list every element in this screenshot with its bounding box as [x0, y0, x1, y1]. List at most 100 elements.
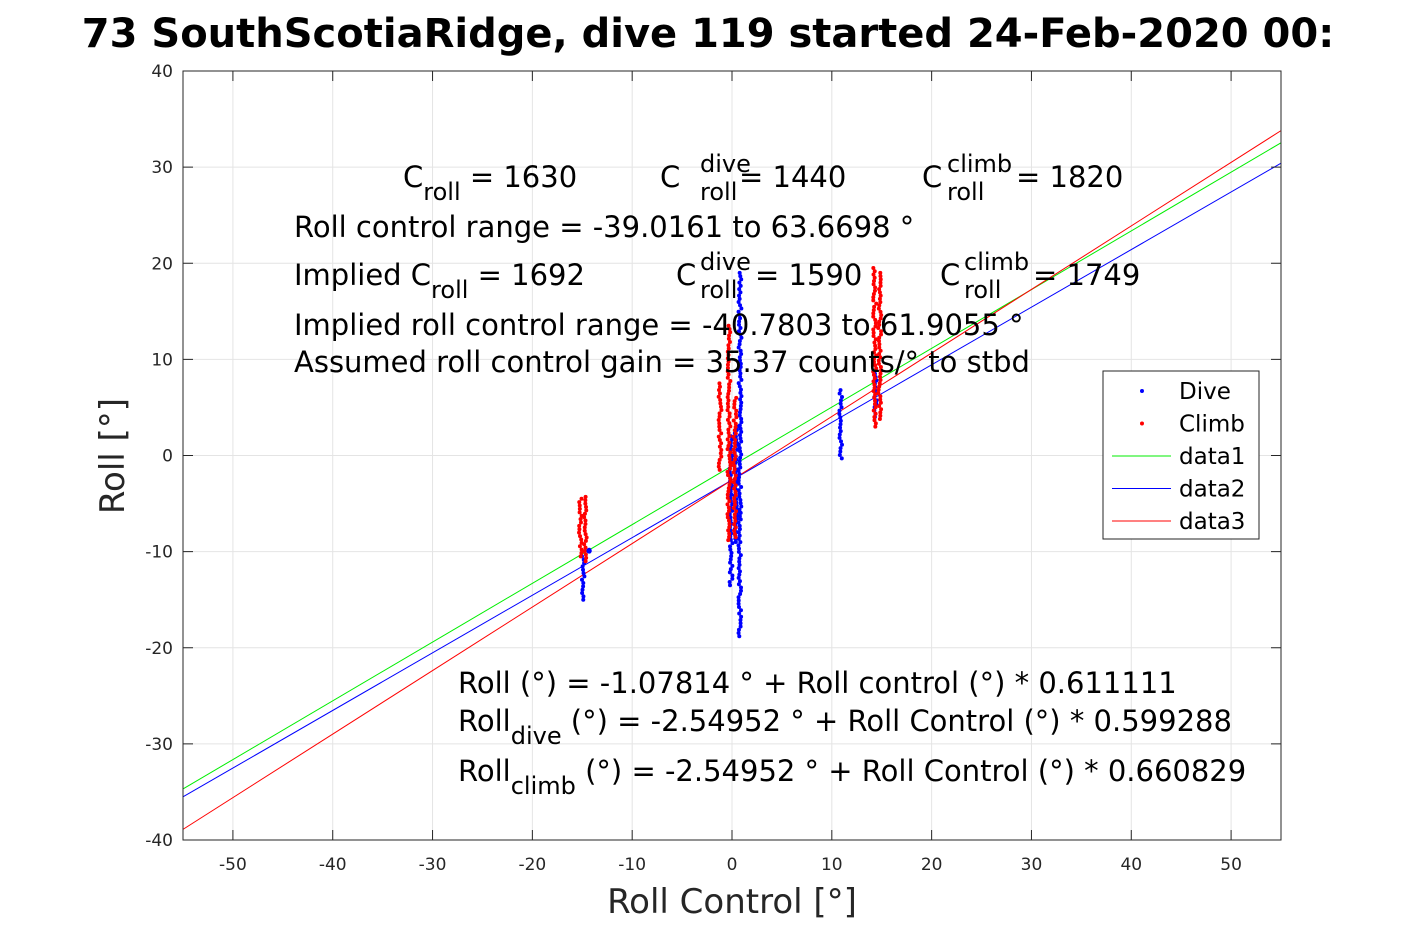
series-point-climb	[871, 369, 876, 374]
series-point-climb	[577, 530, 582, 535]
series-point-climb	[876, 361, 881, 366]
annotation-croll-dive-sub: roll	[700, 178, 737, 206]
series-point-dive	[730, 563, 735, 568]
series-point-climb	[726, 427, 731, 432]
series-point-climb	[734, 395, 739, 400]
series-point-climb	[732, 441, 737, 446]
x-tick-label: -30	[419, 855, 447, 875]
series-point-climb	[731, 460, 736, 465]
series-point-climb	[878, 394, 883, 399]
series-point-dive	[736, 605, 741, 610]
series-point-climb	[877, 319, 882, 324]
series-point-climb	[717, 427, 722, 432]
series-point-climb	[876, 339, 881, 344]
series-point-climb	[726, 343, 731, 348]
series-point-dive	[838, 422, 843, 427]
series-point-dive	[580, 587, 585, 592]
series-point-climb	[718, 398, 723, 403]
series-point-dive	[736, 630, 741, 635]
series-point-climb	[872, 414, 877, 419]
series-point-climb	[878, 410, 883, 415]
series-point-climb	[873, 285, 878, 290]
series-point-climb	[718, 404, 723, 409]
series-point-climb	[871, 356, 876, 361]
series-point-climb	[718, 401, 723, 406]
series-point-climb	[579, 496, 584, 501]
series-point-climb	[877, 403, 882, 408]
series-point-climb	[878, 397, 883, 402]
series-point-climb	[733, 473, 738, 478]
series-point-climb	[871, 295, 876, 300]
series-point-climb	[716, 464, 721, 469]
series-point-dive	[737, 384, 742, 389]
series-point-dive	[738, 274, 743, 279]
series-point-climb	[871, 272, 876, 277]
series-point-climb	[733, 493, 738, 498]
series-point-dive	[736, 381, 741, 386]
series-point-climb	[727, 434, 732, 439]
series-point-climb	[728, 424, 733, 429]
series-point-climb	[732, 512, 737, 517]
series-point-climb	[732, 499, 737, 504]
series-point-dive	[737, 270, 742, 275]
series-point-dive	[736, 543, 741, 548]
series-point-dive	[738, 617, 743, 622]
series-point-dive	[737, 491, 742, 496]
series-point-dive	[737, 446, 742, 451]
series-point-climb	[871, 372, 876, 377]
series-point-climb	[583, 505, 588, 510]
series-point-climb	[732, 457, 737, 462]
annotations: Croll = 1630 C dive roll = 1440 C climb …	[294, 150, 1246, 800]
series-point-climb	[873, 421, 878, 426]
series-point-climb	[726, 443, 731, 448]
series-point-dive	[736, 582, 741, 587]
series-point-climb	[732, 522, 737, 527]
series-point-climb	[733, 431, 738, 436]
annotation-croll-climb-main: C	[922, 160, 942, 194]
series-point-climb	[583, 552, 588, 557]
annotation-eq2-main: Roll	[458, 704, 511, 738]
series-point-climb	[732, 476, 737, 481]
series-point-dive	[738, 390, 743, 395]
series-point-climb	[871, 314, 876, 319]
series-point-dive	[581, 581, 586, 586]
annotation-croll-dive-sup: dive	[700, 150, 751, 178]
x-tick-label: -40	[319, 855, 347, 875]
series-point-climb	[874, 301, 879, 306]
series-point-climb	[584, 535, 589, 540]
series-point-dive	[738, 624, 743, 629]
series-point-climb	[725, 349, 730, 354]
legend-label: data3	[1179, 509, 1245, 535]
series-point-climb	[726, 404, 731, 409]
annotation-eq3-sub: climb	[511, 772, 576, 800]
series-point-climb	[731, 418, 736, 423]
annotation-eq2-sub: dive	[511, 722, 562, 750]
series-point-climb	[872, 402, 877, 407]
series-point-climb	[727, 499, 732, 504]
series-point-climb	[872, 340, 877, 345]
series-point-dive	[736, 546, 741, 551]
series-point-climb	[583, 494, 588, 499]
series-point-climb	[717, 444, 722, 449]
series-point-climb	[877, 352, 882, 357]
annotation-implied-dive-main: C	[676, 258, 696, 292]
series-point-dive	[738, 540, 743, 545]
series-point-dive	[737, 358, 742, 363]
series-point-dive	[582, 574, 587, 579]
series-point-climb	[878, 309, 883, 314]
series-point-dive	[739, 439, 744, 444]
data-points	[577, 266, 884, 639]
series-point-climb	[873, 317, 878, 322]
series-point-climb	[732, 428, 737, 433]
series-point-dive	[737, 413, 742, 418]
series-point-climb	[583, 545, 588, 550]
series-point-dive	[739, 420, 744, 425]
series-point-climb	[877, 374, 882, 379]
series-point-climb	[732, 467, 737, 472]
y-axis-label: Roll [°]	[93, 398, 133, 514]
series-point-dive	[738, 371, 743, 376]
series-point-dive	[738, 361, 743, 366]
series-point-climb	[578, 520, 583, 525]
series-point-climb	[731, 506, 736, 511]
series-point-climb	[726, 489, 731, 494]
